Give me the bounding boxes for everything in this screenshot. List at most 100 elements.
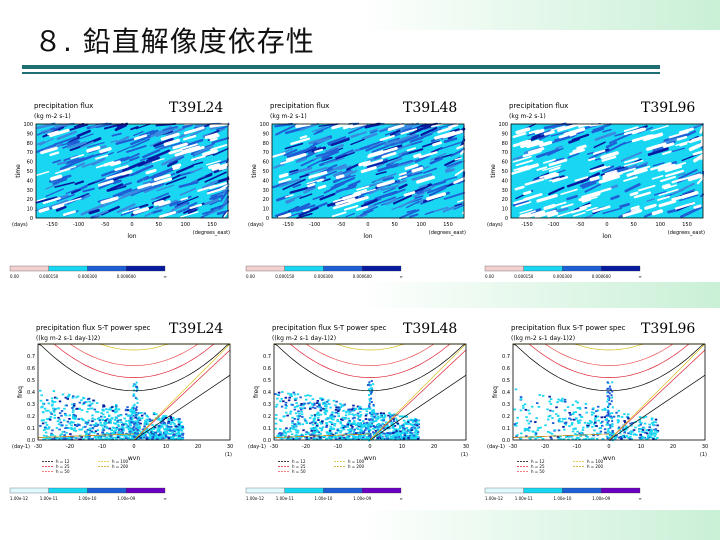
power-cell — [302, 404, 305, 407]
precip-streak — [326, 150, 340, 157]
power-cell — [616, 421, 620, 424]
power-cell — [306, 394, 310, 397]
y-tick-label: 0 — [266, 216, 269, 222]
precip-streak — [288, 171, 298, 176]
power-cell — [274, 422, 278, 425]
x-tick-label: -50 — [101, 222, 109, 228]
precip-streak — [389, 129, 401, 137]
power-cell — [649, 431, 652, 434]
power-cell — [557, 429, 561, 432]
power-cell — [150, 419, 154, 422]
x-tick-label: 50 — [630, 222, 636, 228]
power-cell — [355, 435, 359, 438]
precip-streak — [385, 198, 397, 206]
power-cell — [164, 428, 168, 431]
power-cell — [140, 437, 144, 440]
dry-gap — [70, 154, 85, 160]
power-cell — [349, 433, 352, 436]
y-tick-label: 0.4 — [27, 390, 35, 396]
chart-units: ((kg m-2 s-1 day-1)2) — [36, 335, 100, 342]
power-cell — [311, 398, 315, 401]
power-cell — [568, 417, 571, 420]
power-cell — [409, 433, 413, 436]
power-cell — [590, 437, 593, 440]
power-cell — [136, 417, 139, 420]
power-cell — [47, 409, 50, 412]
power-cell — [291, 404, 294, 406]
power-cell — [161, 437, 165, 440]
power-cell — [606, 381, 609, 384]
power-cell — [48, 418, 52, 421]
dry-gap — [426, 192, 447, 201]
power-cell — [309, 434, 312, 437]
x-tick-label: 20 — [670, 444, 676, 450]
precip-streak — [553, 157, 565, 163]
power-cell — [288, 396, 291, 399]
power-cell — [311, 432, 315, 434]
power-cell — [397, 434, 401, 437]
precip-streak — [410, 132, 433, 143]
power-cell — [66, 397, 70, 400]
power-cell — [99, 421, 103, 424]
precip-streak — [437, 123, 456, 129]
power-cell — [71, 435, 75, 438]
power-cell — [300, 434, 304, 437]
hovmoller-chart: precipitation flux(kg m-2 s-1)0102030405… — [9, 102, 230, 279]
power-cell — [129, 410, 132, 413]
rossby-line — [273, 433, 371, 438]
dry-gap — [189, 203, 203, 210]
power-cell — [610, 438, 613, 441]
power-cell — [525, 416, 528, 418]
power-cell — [344, 438, 348, 441]
power-cell — [367, 418, 370, 421]
power-cell — [284, 396, 288, 399]
power-cell — [343, 426, 347, 428]
power-cell — [178, 425, 182, 427]
power-cell — [411, 419, 415, 421]
power-cell — [376, 424, 380, 427]
y-tick-label: 30 — [502, 188, 508, 194]
power-cell — [63, 407, 66, 410]
precip-streak — [453, 204, 465, 210]
plot-area — [510, 122, 705, 219]
colorbar-label: 1.00e-09 — [353, 496, 371, 501]
power-cell — [39, 389, 42, 392]
x-tick-label: -20 — [66, 444, 74, 450]
power-cell — [557, 436, 561, 439]
power-cell — [404, 421, 408, 424]
y-axis-label: freq — [253, 386, 260, 398]
power-cell — [599, 422, 603, 424]
power-cell — [289, 393, 293, 395]
power-cell — [579, 415, 583, 418]
power-cell — [171, 437, 175, 439]
precip-streak — [290, 202, 311, 213]
precip-streak — [568, 137, 580, 144]
colorbar-label: 0.000600 — [353, 274, 373, 279]
power-cell — [71, 396, 75, 399]
power-cell — [58, 418, 61, 421]
precip-streak — [373, 196, 397, 206]
power-cell — [546, 408, 549, 411]
power-cell — [315, 428, 318, 431]
power-cell — [159, 437, 163, 440]
precip-streak — [197, 174, 213, 181]
power-cell — [337, 410, 340, 413]
precip-streak — [391, 143, 412, 153]
power-cell — [379, 413, 383, 416]
power-cell — [647, 429, 651, 431]
power-cell — [118, 419, 121, 421]
precip-streak — [130, 166, 150, 177]
power-cell — [298, 412, 301, 415]
power-cell — [283, 415, 286, 418]
power-cell — [102, 427, 105, 430]
power-cell — [99, 436, 103, 438]
dry-gap — [331, 122, 349, 130]
precip-streak — [143, 175, 154, 181]
power-cell — [607, 404, 610, 407]
power-cell — [347, 408, 350, 411]
power-cell — [63, 435, 66, 437]
power-cell — [600, 424, 604, 427]
power-cell — [640, 427, 643, 430]
power-cell — [126, 409, 130, 412]
power-cell — [158, 428, 161, 431]
